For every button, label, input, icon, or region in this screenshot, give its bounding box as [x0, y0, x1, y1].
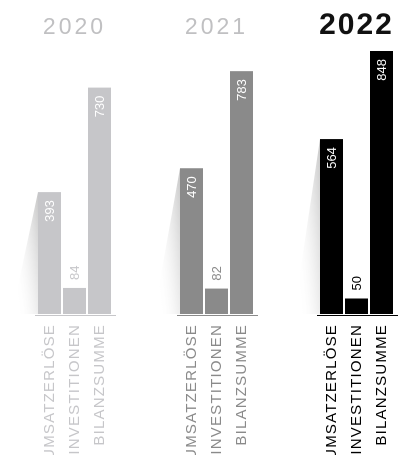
category-label-2020-2: BILANZSUMME [91, 324, 108, 446]
category-label-2021-2: BILANZSUMME [233, 324, 250, 446]
category-label-2020-0: UMSATZERLÖSE [40, 324, 58, 455]
category-label-2022-1: INVESTITIONEN [348, 324, 365, 455]
value-label-2020-2: 730 [92, 96, 107, 118]
category-label-2021-1: INVESTITIONEN [208, 324, 225, 455]
year-label-2022: 2022 [319, 8, 394, 41]
bar-2022-1 [345, 298, 368, 314]
bar-2022-0 [320, 139, 343, 314]
value-label-2022-0: 564 [324, 147, 339, 169]
category-label-2022-0: UMSATZERLÖSE [322, 324, 340, 455]
value-label-2021-1: 82 [209, 266, 224, 280]
bar-shadow [12, 192, 38, 314]
bar-shadow [154, 168, 180, 314]
bar-2021-2 [230, 71, 253, 314]
value-label-2021-2: 783 [234, 79, 249, 101]
value-label-2022-2: 848 [374, 59, 389, 81]
year-label-2020: 2020 [43, 13, 106, 39]
bar-2022-2 [370, 51, 393, 314]
category-label-2020-1: INVESTITIONEN [66, 324, 83, 455]
bar-shadow [294, 139, 320, 314]
bar-2020-2 [88, 87, 111, 314]
bar-2020-1 [63, 287, 86, 314]
value-label-2020-0: 393 [42, 200, 57, 222]
bar-2020-0 [38, 192, 61, 314]
bar-2021-0 [180, 168, 203, 314]
bar-2021-1 [205, 288, 228, 314]
value-label-2022-1: 50 [349, 276, 364, 290]
category-label-2021-0: UMSATZERLÖSE [182, 324, 200, 455]
category-label-2022-2: BILANZSUMME [373, 324, 390, 446]
value-label-2020-1: 84 [67, 265, 82, 279]
year-label-2021: 2021 [185, 13, 248, 39]
value-label-2021-0: 470 [184, 176, 199, 198]
